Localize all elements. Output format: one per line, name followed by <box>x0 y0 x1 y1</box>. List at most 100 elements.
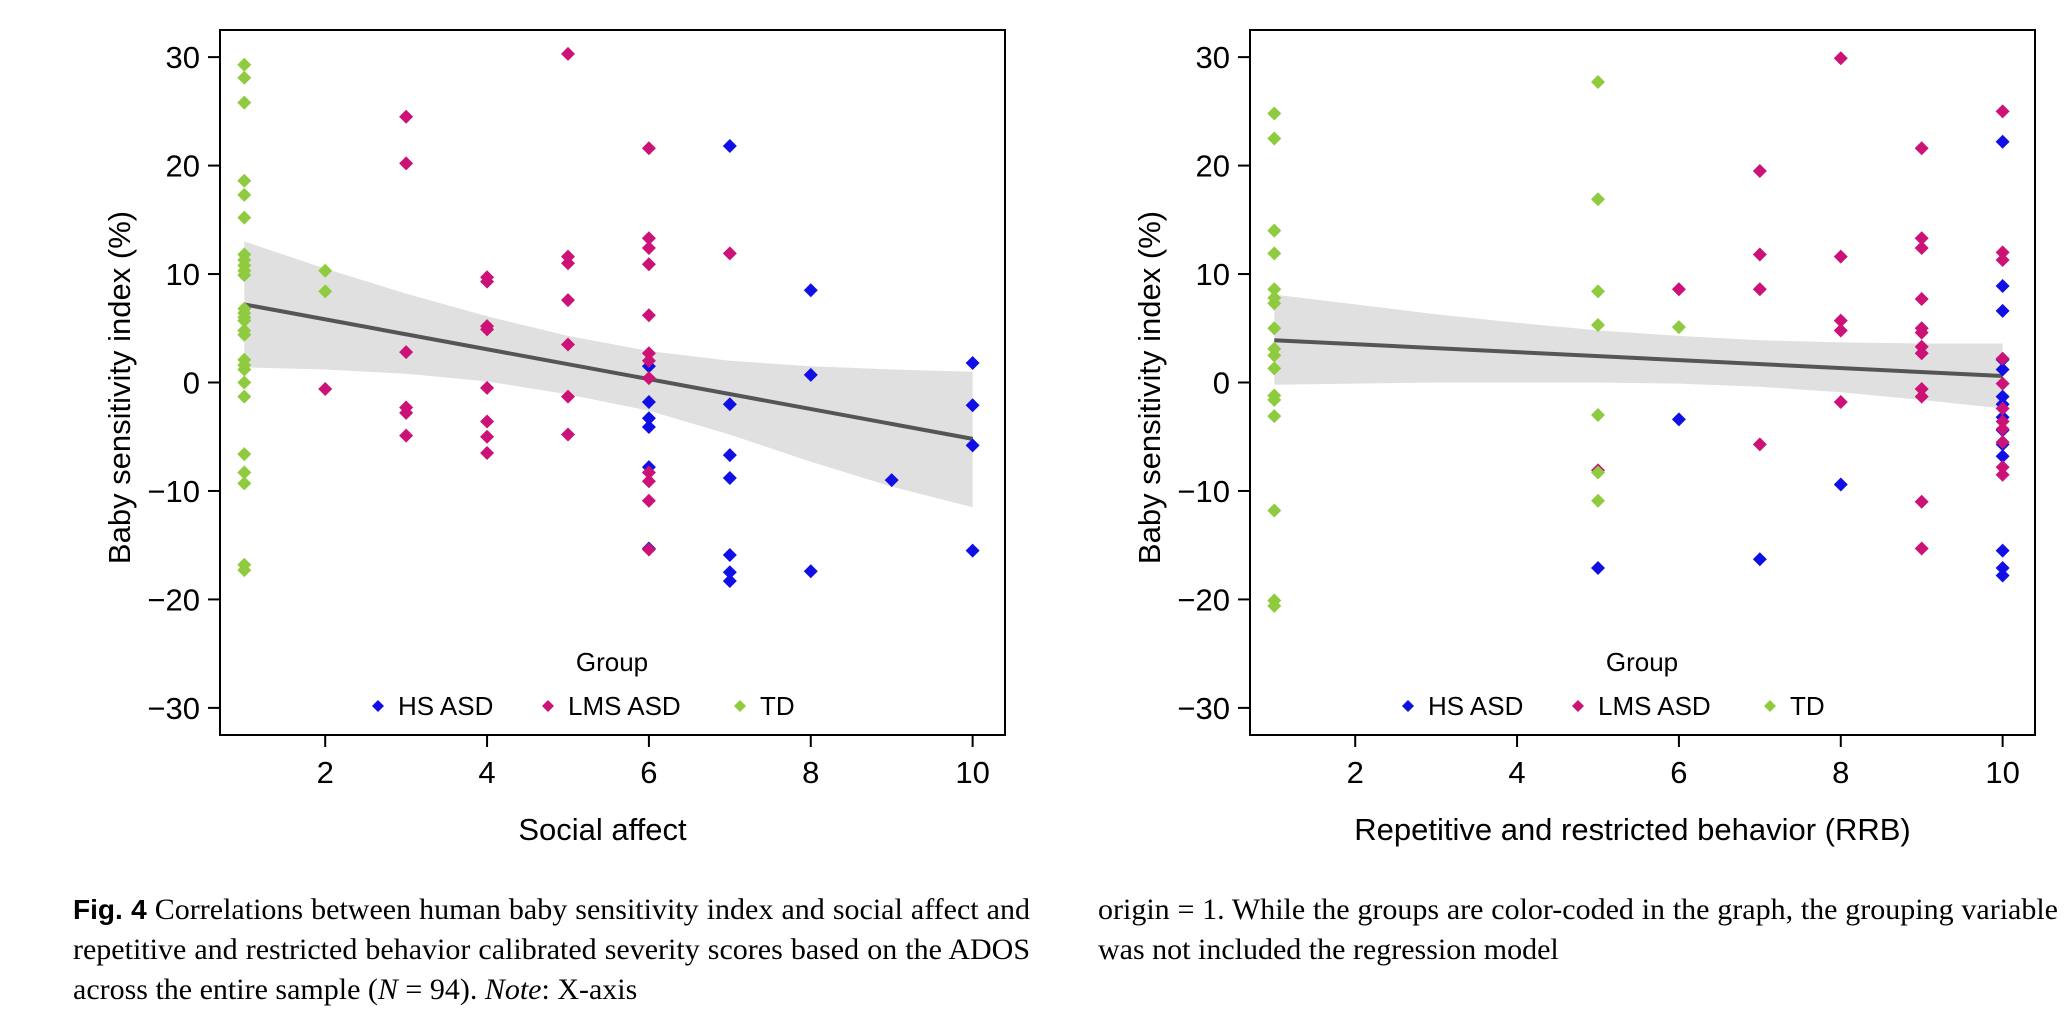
data-point-lms-asd <box>641 257 656 272</box>
data-point-hs-asd <box>965 438 980 453</box>
data-point-td <box>237 210 252 225</box>
data-point-lms-asd <box>560 389 575 404</box>
data-point-td <box>1267 503 1282 518</box>
legend-label-lms-asd: LMS ASD <box>568 691 681 721</box>
data-point-td <box>1267 409 1282 424</box>
legend: Group HS ASD LMS ASD TD <box>1402 647 1825 721</box>
x-tick-label: 2 <box>1347 755 1364 790</box>
data-point-lms-asd <box>1914 231 1929 246</box>
data-point-td <box>1267 131 1282 146</box>
chart-rrb: −30 −20 −10 0 10 20 30 2 4 6 8 10 Repetitive and res… <box>1132 29 2036 847</box>
data-point-hs-asd <box>965 355 980 370</box>
data-point-td <box>1671 320 1686 335</box>
data-point-td <box>237 375 252 390</box>
data-point-td <box>1267 106 1282 121</box>
data-point-lms-asd <box>641 231 656 246</box>
data-point-lms-asd <box>641 308 656 323</box>
caption-continuation: origin = 1. While the groups are color-c… <box>1098 893 2058 966</box>
data-point-lms-asd <box>1995 401 2010 416</box>
data-point-lms-asd <box>1752 247 1767 262</box>
data-point-td <box>1590 192 1605 207</box>
x-tick-label: 2 <box>317 755 334 790</box>
data-point-lms-asd <box>1995 376 2010 391</box>
data-point-lms-asd <box>560 46 575 61</box>
legend-title: Group <box>1606 647 1678 677</box>
data-point-td <box>237 57 252 72</box>
confidence-band <box>244 241 973 508</box>
data-point-lms-asd <box>1833 395 1848 410</box>
data-point-td <box>318 284 333 299</box>
y-tick-label: 0 <box>1213 366 1230 401</box>
data-point-lms-asd <box>1914 141 1929 156</box>
data-point-lms-asd <box>318 382 333 397</box>
y-tick-label: −30 <box>1177 691 1230 726</box>
data-point-td <box>237 173 252 188</box>
data-point-td <box>1267 392 1282 407</box>
data-point-lms-asd <box>560 256 575 271</box>
data-point-lms-asd <box>641 465 656 480</box>
x-axis-label: Social affect <box>518 812 687 847</box>
data-point-td <box>237 447 252 462</box>
data-point-lms-asd <box>560 337 575 352</box>
data-point-lms-asd <box>641 474 656 489</box>
data-point-hs-asd <box>1995 278 2010 293</box>
data-point-td <box>1590 408 1605 423</box>
legend-label-hs-asd: HS ASD <box>1428 691 1523 721</box>
data-point-lms-asd <box>641 353 656 368</box>
y-tick-label: 0 <box>183 366 200 401</box>
data-point-lms-asd <box>1752 164 1767 178</box>
legend: Group HS ASD LMS ASD TD <box>372 647 795 721</box>
data-point-hs-asd <box>722 139 737 154</box>
data-point-td <box>1267 361 1282 376</box>
y-tick-label: −20 <box>1177 582 1230 617</box>
data-point-lms-asd <box>480 414 495 429</box>
regression-line <box>243 302 973 441</box>
data-point-lms-asd <box>1914 494 1929 509</box>
data-point-lms-asd <box>399 428 414 443</box>
data-point-hs-asd <box>641 411 656 426</box>
data-point-lms-asd <box>1833 249 1848 264</box>
data-point-lms-asd <box>399 345 414 360</box>
data-point-td <box>1590 465 1605 480</box>
data-point-lms-asd <box>560 427 575 442</box>
data-point-hs-asd <box>1833 477 1848 492</box>
data-point-hs-asd <box>722 448 737 463</box>
data-point-hs-asd <box>1995 303 2010 318</box>
data-point-lms-asd <box>1914 541 1929 556</box>
y-axis-label: Baby sensitivity index (%) <box>1132 211 1167 564</box>
data-point-hs-asd <box>722 470 737 485</box>
data-point-td <box>237 362 252 377</box>
figure-caption-continued: origin = 1. While the groups are color-c… <box>1098 890 2058 970</box>
data-point-lms-asd <box>1914 346 1929 361</box>
caption-n-symbol: N <box>377 973 398 1006</box>
y-tick-label: −30 <box>147 691 200 726</box>
legend-label-hs-asd: HS ASD <box>398 691 493 721</box>
data-point-hs-asd <box>1995 560 2010 575</box>
legend-marker-hs-asd <box>1402 700 1414 712</box>
data-point-td <box>1267 321 1282 336</box>
data-point-lms-asd <box>1995 104 2010 119</box>
data-point-lms-asd <box>560 293 575 308</box>
data-point-td <box>237 476 252 491</box>
data-point-hs-asd <box>1995 134 2010 149</box>
data-point-lms-asd <box>480 380 495 395</box>
confidence-band <box>1274 294 2003 409</box>
data-point-td <box>1590 284 1605 299</box>
data-point-lms-asd <box>1995 460 2010 475</box>
data-point-hs-asd <box>884 473 899 488</box>
data-point-hs-asd <box>1590 560 1605 575</box>
data-point-hs-asd <box>965 398 980 413</box>
data-point-hs-asd <box>722 573 737 588</box>
x-tick-label: 4 <box>478 755 495 790</box>
y-tick-label: −10 <box>1177 474 1230 509</box>
data-point-hs-asd <box>1671 412 1686 427</box>
caption-note-label: Note <box>484 973 542 1006</box>
x-tick-label: 10 <box>1985 755 2019 790</box>
data-point-hs-asd <box>1995 362 2010 377</box>
data-point-hs-asd <box>1995 568 2010 583</box>
y-tick-label: −20 <box>147 582 200 617</box>
data-point-td <box>1267 348 1282 363</box>
data-point-td <box>237 313 252 328</box>
data-point-td <box>1267 246 1282 261</box>
